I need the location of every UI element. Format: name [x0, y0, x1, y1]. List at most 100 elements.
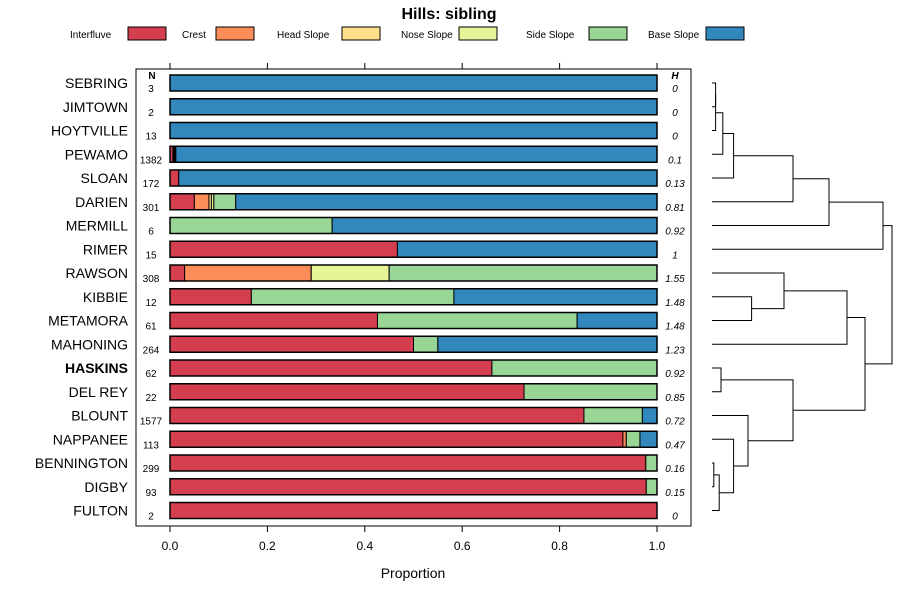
- bar-segment-pewamo-base-slope: [175, 145, 658, 163]
- h-value-kibbie: 1.48: [665, 298, 685, 309]
- h-header: H: [671, 71, 679, 82]
- bar-segment-haskins-interfluve: [169, 359, 493, 377]
- bar-outline-haskins: [169, 359, 658, 377]
- bar-outline-metamora: [169, 311, 658, 330]
- h-value-sloan: 0.13: [665, 179, 685, 190]
- n-value-pewamo: 1382: [140, 155, 163, 166]
- bar-outline-del-rey: [169, 383, 658, 401]
- h-value-blount: 0.72: [665, 417, 685, 428]
- bar-segment-kibbie-side-slope: [250, 288, 455, 306]
- bar-segment-rawson-nose-slope: [310, 264, 390, 282]
- bar-segment-blount-interfluve: [169, 407, 585, 424]
- plot-panel: [135, 68, 692, 527]
- bar-segment-darien-crest: [193, 193, 210, 211]
- bar-outline-blount: [169, 406, 658, 425]
- bar-outline-nappanee: [169, 430, 658, 448]
- bar-segment-darien-base-slope: [235, 193, 658, 211]
- legend-label-nose-slope: Nose Slope: [401, 30, 453, 41]
- bar-segment-metamora-base-slope: [576, 312, 658, 329]
- row-label-nappanee: NAPPANEE: [53, 431, 128, 447]
- row-label-haskins: HASKINS: [65, 360, 128, 376]
- row-label-sloan: SLOAN: [81, 170, 128, 186]
- n-labels: 3213138217230161530812612646222157711329…: [140, 84, 163, 523]
- n-value-mermill: 6: [148, 227, 154, 238]
- h-value-mahoning: 1.23: [665, 345, 685, 356]
- legend-swatch-head-slope: [341, 26, 381, 41]
- n-value-digby: 93: [145, 488, 157, 499]
- legend: Interfluve Crest Head Slope Nose Slope Side …: [70, 26, 745, 41]
- n-value-jimtown: 2: [148, 108, 154, 119]
- h-value-pewamo: 0.1: [668, 155, 682, 166]
- row-label-metamora: METAMORA: [48, 313, 129, 329]
- legend-label-crest: Crest: [182, 30, 206, 41]
- bar-outline-rimer: [169, 240, 658, 258]
- bar-segment-digby-interfluve: [169, 478, 647, 496]
- bar-segment-darien-side-slope: [213, 193, 237, 211]
- h-value-del-rey: 0.85: [665, 393, 685, 404]
- bar-outline-sebring: [169, 74, 658, 92]
- bar-segment-sebring-base-slope: [169, 74, 658, 92]
- legend-label-interfluve: Interfluve: [70, 30, 112, 41]
- bar-segment-bennington-interfluve: [169, 454, 647, 472]
- bar-segment-blount-base-slope: [641, 407, 658, 424]
- legend-swatch-crest: [215, 26, 255, 41]
- row-label-fulton: FULTON: [73, 503, 128, 519]
- bar-segment-rawson-crest: [184, 264, 312, 282]
- row-label-del-rey: DEL REY: [69, 384, 129, 400]
- bar-segment-sloan-base-slope: [178, 169, 658, 187]
- x-axis-title: Proportion: [381, 565, 446, 581]
- n-value-del-rey: 22: [145, 393, 157, 404]
- row-label-sebring: SEBRING: [65, 75, 128, 91]
- bar-outline-kibbie: [169, 288, 658, 306]
- h-value-rimer: 1: [672, 250, 678, 261]
- row-label-bennington: BENNINGTON: [35, 455, 128, 471]
- bar-segment-mermill-base-slope: [331, 217, 658, 234]
- bars: [169, 74, 658, 520]
- n-value-rimer: 15: [145, 250, 157, 261]
- bar-outline-sloan: [169, 169, 658, 187]
- bar-segment-mahoning-side-slope: [413, 335, 439, 353]
- bar-segment-rimer-base-slope: [396, 240, 658, 258]
- bar-outline-darien: [169, 193, 658, 211]
- row-label-kibbie: KIBBIE: [83, 289, 128, 305]
- row-label-rawson: RAWSON: [66, 265, 128, 281]
- h-value-rawson: 1.55: [665, 274, 685, 285]
- n-value-bennington: 299: [143, 464, 160, 475]
- n-value-haskins: 62: [145, 369, 157, 380]
- legend-swatch-base-slope: [705, 26, 745, 41]
- bar-outline-mahoning: [169, 335, 658, 353]
- bar-outline-hoytville: [169, 121, 658, 140]
- bar-segment-mahoning-interfluve: [169, 335, 414, 353]
- n-header: N: [148, 71, 155, 82]
- row-label-hoytville: HOYTVILLE: [51, 123, 128, 139]
- x-tick-label: 0.2: [259, 539, 276, 553]
- h-value-nappanee: 0.47: [665, 440, 685, 451]
- bar-segment-metamora-side-slope: [376, 312, 578, 329]
- h-value-mermill: 0.92: [665, 227, 685, 238]
- x-tick-label: 0.0: [162, 539, 179, 553]
- bar-segment-rimer-interfluve: [169, 240, 398, 258]
- bar-segment-mahoning-base-slope: [437, 335, 658, 353]
- bar-outline-digby: [169, 478, 658, 496]
- bar-segment-rawson-interfluve: [169, 264, 186, 282]
- x-tick-label: 0.8: [551, 539, 568, 553]
- h-value-jimtown: 0: [672, 108, 678, 119]
- bar-segment-sloan-interfluve: [169, 169, 180, 187]
- bar-outline-pewamo: [169, 145, 658, 163]
- n-value-fulton: 2: [148, 512, 154, 523]
- bar-segment-rawson-side-slope: [388, 264, 658, 282]
- n-value-hoytville: 13: [145, 132, 157, 143]
- row-labels: SEBRING JIMTOWN HOYTVILLE PEWAMO SLOAN DARIEN…: [35, 75, 129, 519]
- bar-segment-del-rey-side-slope: [523, 383, 658, 401]
- x-tick-label: 0.4: [356, 539, 373, 553]
- bar-segment-metamora-interfluve: [169, 312, 378, 329]
- n-value-sebring: 3: [148, 84, 154, 95]
- bar-segment-nappanee-crest: [622, 430, 627, 448]
- bar-outline-jimtown: [169, 98, 658, 116]
- bar-segment-hoytville-base-slope: [169, 122, 658, 139]
- bar-segment-mermill-side-slope: [169, 217, 333, 234]
- n-value-darien: 301: [143, 203, 160, 214]
- dendrogram-branch: [712, 94, 717, 131]
- bar-outline-mermill: [169, 216, 658, 235]
- bar-segment-nappanee-side-slope: [625, 430, 641, 448]
